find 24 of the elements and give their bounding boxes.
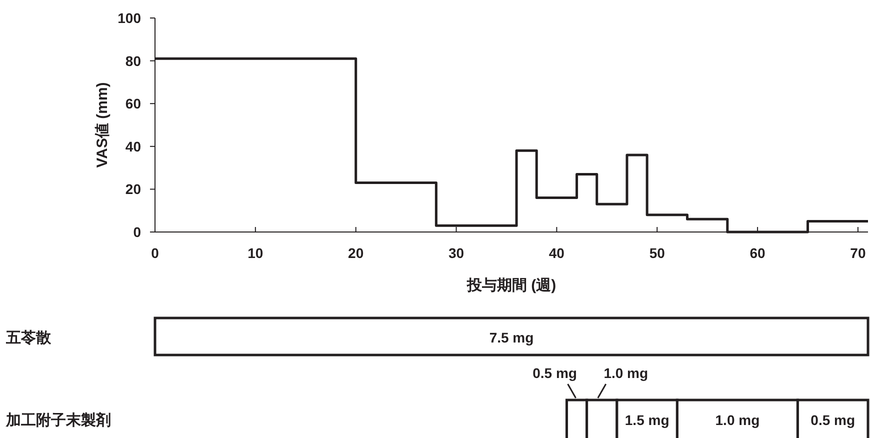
y-tick-label: 100: [118, 10, 142, 26]
x-tick-label: 0: [151, 245, 160, 261]
y-axis-title: VAS値 (mm): [94, 82, 111, 168]
x-tick-label: 20: [348, 245, 364, 261]
annotation: 1.5 mg: [624, 412, 670, 428]
annotation: 1.0 mg: [715, 412, 760, 428]
y-tick-label: 0: [133, 224, 142, 240]
y-tick-label: 加工附子末製剤: [5, 411, 111, 429]
y-tick-label: 五苓散: [5, 330, 52, 346]
x-tick-label: 70: [850, 245, 866, 261]
x-axis-title: 投与期間 (週): [466, 277, 556, 294]
x-tick-label: 10: [248, 245, 264, 261]
y-tick-label: 60: [125, 96, 142, 112]
annotation: 0.5 mg: [532, 365, 577, 381]
x-tick-label: 60: [750, 245, 766, 261]
annotation: 1.0 mg: [604, 365, 648, 381]
x-tick-label: 50: [649, 245, 666, 261]
y-tick-label: 80: [125, 52, 142, 69]
annotation: 7.5 mg: [489, 330, 534, 346]
y-tick-label: 20: [125, 181, 142, 198]
y-tick-label: 40: [125, 138, 142, 154]
annotation: 0.5 mg: [810, 412, 856, 428]
x-tick-label: 30: [448, 245, 464, 261]
x-tick-label: 40: [548, 245, 565, 261]
